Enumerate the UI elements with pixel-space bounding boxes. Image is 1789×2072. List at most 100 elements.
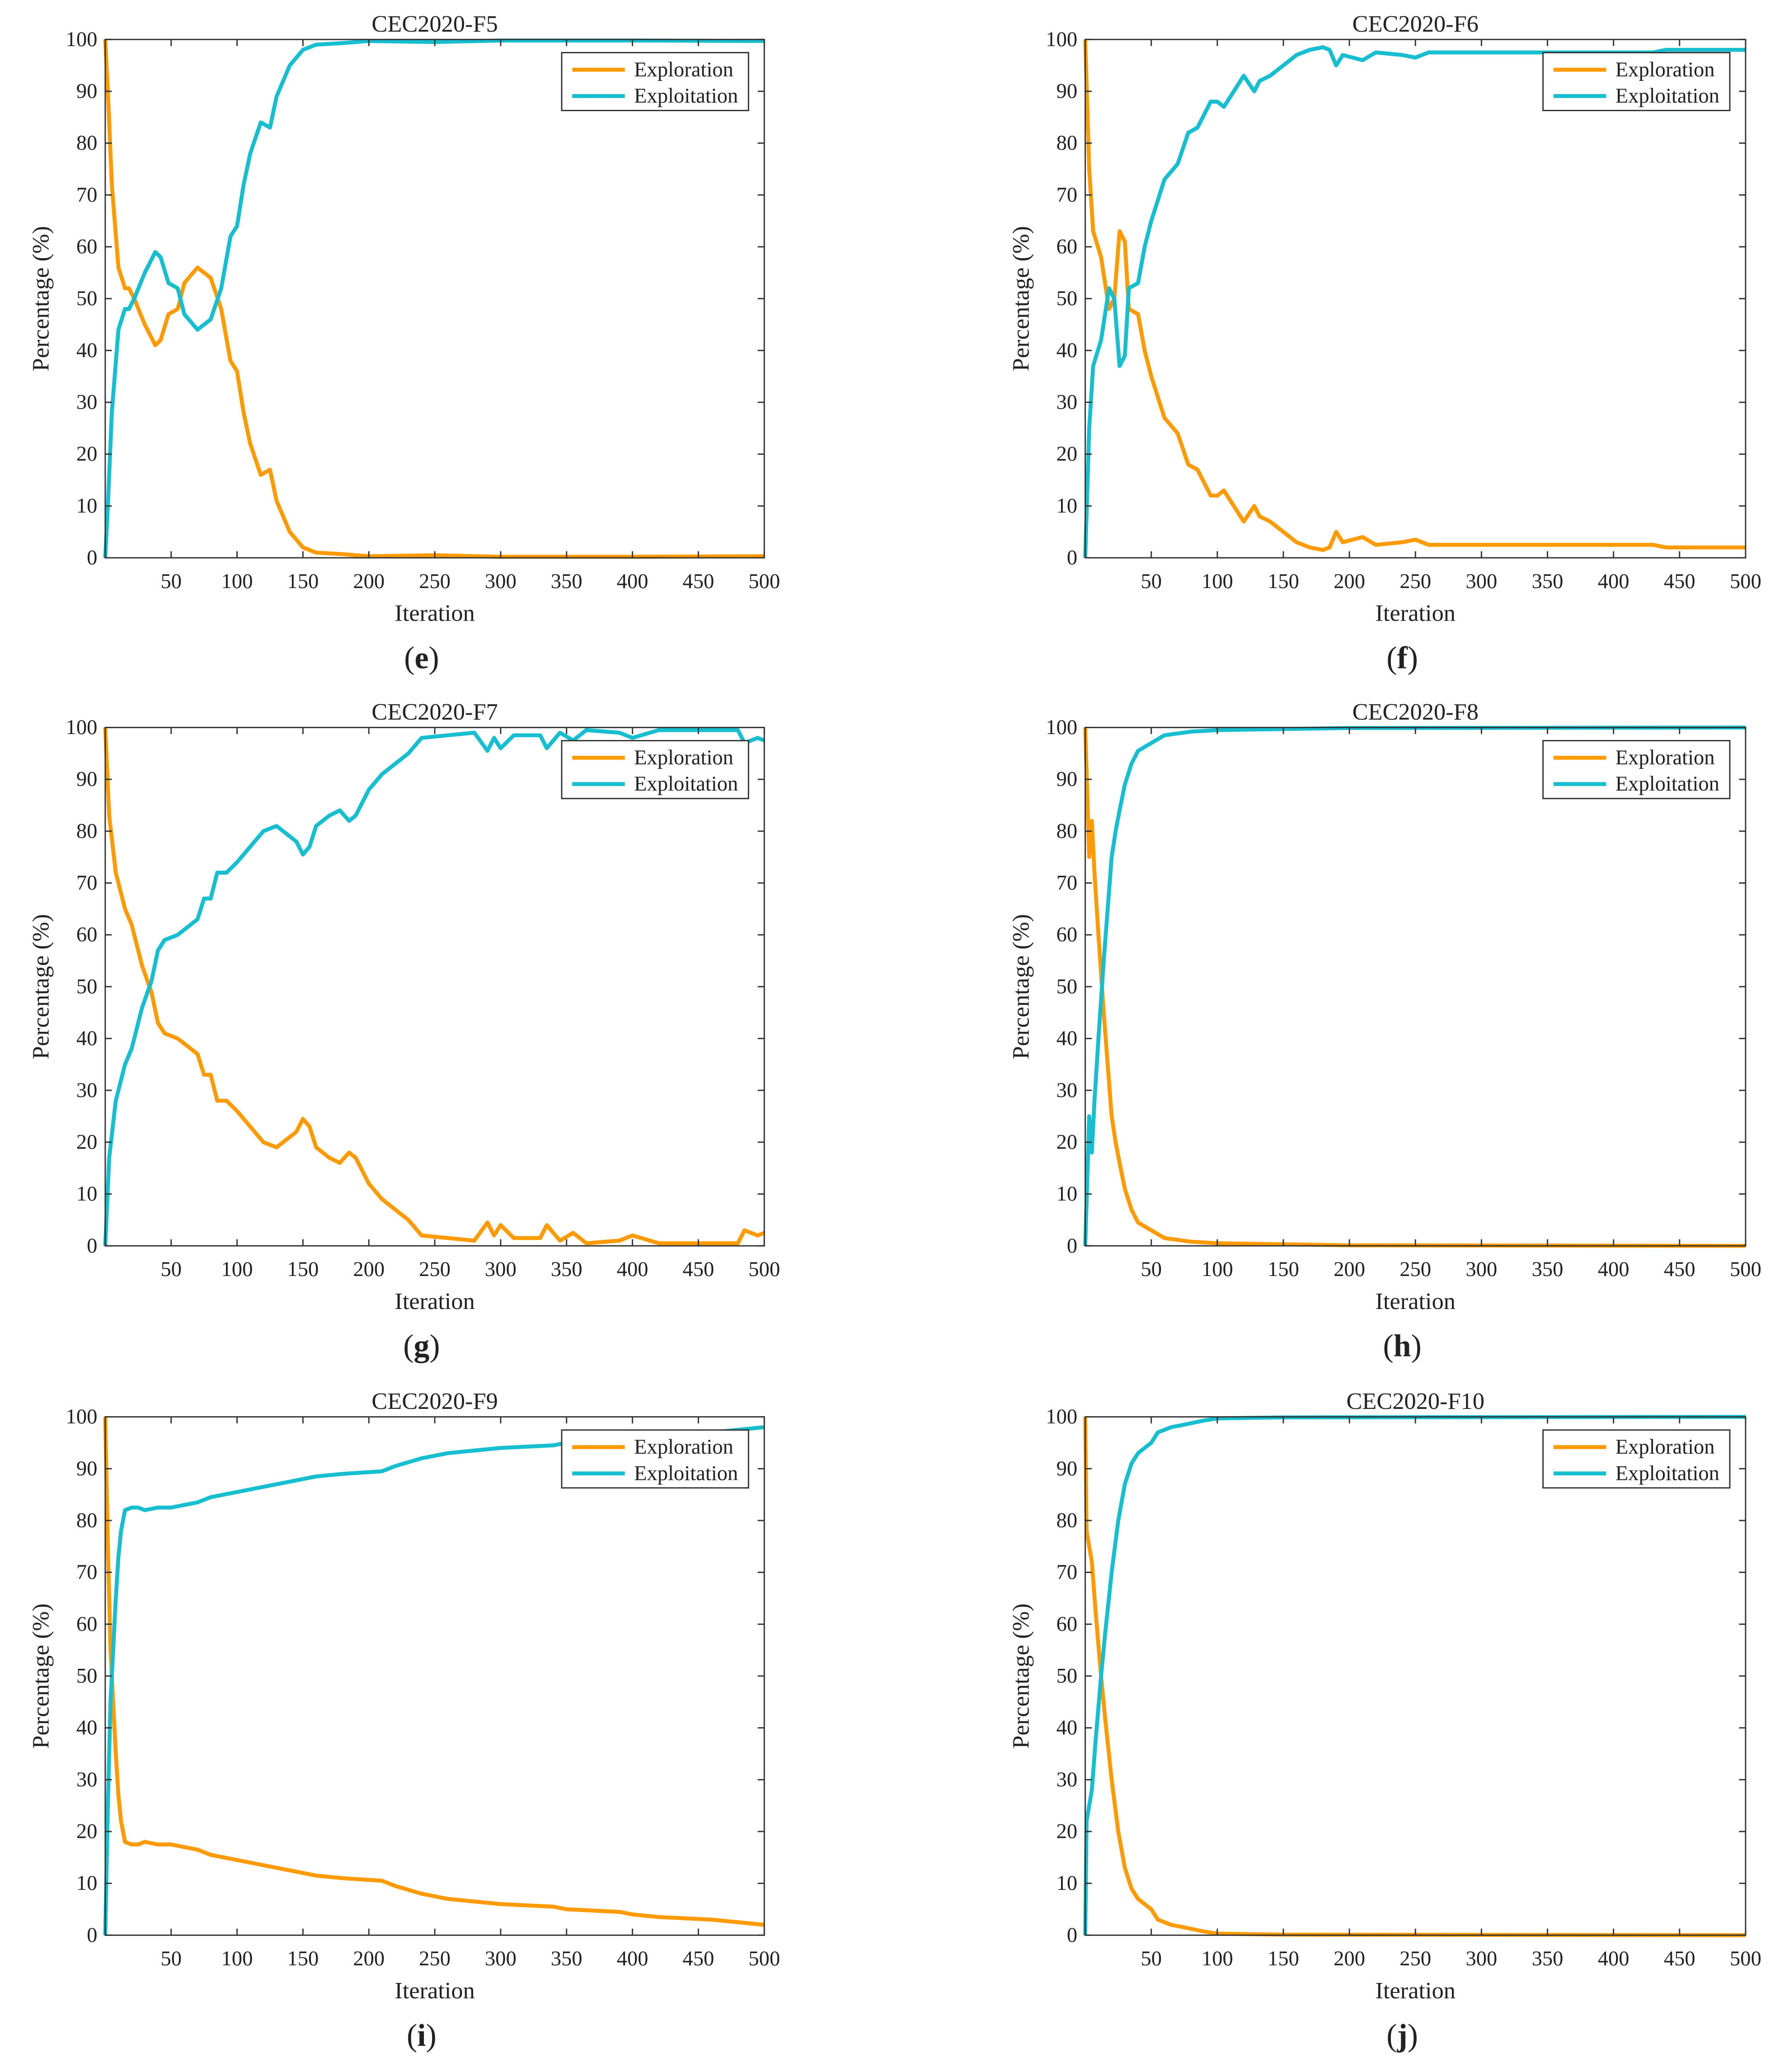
plot-area-frame xyxy=(104,1416,765,1936)
y-tick-label: 90 xyxy=(1056,80,1078,103)
x-tick-label: 50 xyxy=(1141,1947,1162,1970)
y-tick-label: 30 xyxy=(1056,391,1078,414)
panel-paren: ) xyxy=(1408,2018,1418,2053)
x-tick-label: 450 xyxy=(1664,1947,1695,1970)
series-line-exploitation xyxy=(1083,45,1746,558)
y-tick-label: 20 xyxy=(76,1820,98,1843)
legend-label: Exploration xyxy=(634,1436,733,1459)
x-tick-label: 350 xyxy=(551,1258,582,1281)
x-tick-label: 350 xyxy=(1532,1258,1564,1281)
y-tick-label: 70 xyxy=(76,184,98,207)
x-tick-label: 200 xyxy=(353,570,385,593)
panel-paren: ( xyxy=(404,641,414,676)
y-tick-label: 0 xyxy=(87,546,97,570)
chart-title: CEC2020-F7 xyxy=(371,699,498,725)
y-tick-label: 100 xyxy=(1046,28,1077,51)
x-axis-label: Iteration xyxy=(394,1288,474,1314)
series-line-exploitation xyxy=(103,38,765,558)
x-tick-label: 300 xyxy=(485,1258,517,1281)
x-tick-label: 50 xyxy=(160,1258,182,1281)
y-tick-label: 30 xyxy=(76,1768,98,1791)
x-tick-label: 100 xyxy=(221,1258,253,1281)
x-tick-label: 400 xyxy=(1598,1947,1629,1970)
chart-title: CEC2020-F8 xyxy=(1352,699,1479,725)
x-tick-label: 350 xyxy=(1532,570,1564,593)
y-tick-label: 50 xyxy=(76,975,98,998)
x-tick-label: 50 xyxy=(160,570,182,593)
y-tick-label: 50 xyxy=(1056,287,1078,310)
chart-j: 0 10 20 30 40 50 60 70 80 90 100 50 100 150 200 250 300 3… xyxy=(1008,1388,1761,2053)
panel-paren: ( xyxy=(403,1329,413,1364)
y-tick-label: 100 xyxy=(66,716,98,739)
x-axis-label: Iteration xyxy=(394,600,474,626)
plot-area-frame xyxy=(104,38,765,559)
x-axis-label: Iteration xyxy=(1376,1978,1456,2004)
panel-label: (e) xyxy=(404,641,439,676)
y-tick-label: 20 xyxy=(1056,1130,1078,1154)
x-tick-label: 300 xyxy=(485,1947,517,1970)
legend-box xyxy=(561,52,749,111)
y-tick-label: 90 xyxy=(1056,1457,1078,1480)
legend-label: Exploration xyxy=(634,746,733,769)
legend-box xyxy=(1542,52,1731,111)
y-tick-label: 50 xyxy=(76,287,98,310)
x-tick-label: 400 xyxy=(1598,570,1629,593)
y-axis-label: Percentage (%) xyxy=(1008,914,1034,1059)
y-tick-label: 30 xyxy=(76,391,98,414)
panel-label: (j) xyxy=(1386,2018,1418,2053)
legend-box xyxy=(1542,1429,1731,1489)
y-tick-label: 10 xyxy=(1056,1872,1078,1895)
y-tick-label: 100 xyxy=(1046,716,1077,739)
y-tick-label: 30 xyxy=(1056,1768,1078,1791)
x-tick-label: 450 xyxy=(683,1947,714,1970)
panel-paren: ( xyxy=(407,2018,417,2053)
series-line-exploration xyxy=(103,1417,765,1927)
y-axis-label: Percentage (%) xyxy=(1008,226,1034,371)
x-tick-label: 100 xyxy=(221,570,253,593)
y-tick-label: 10 xyxy=(76,494,98,518)
x-tick-label: 200 xyxy=(1334,570,1365,593)
chart-title: CEC2020-F5 xyxy=(371,11,498,37)
series-line-exploration xyxy=(1083,727,1746,1248)
y-tick-label: 60 xyxy=(1056,923,1078,947)
y-tick-label: 80 xyxy=(76,132,98,155)
y-tick-label: 20 xyxy=(76,443,98,466)
legend-label: Exploration xyxy=(1615,58,1715,81)
legend-label: Exploitation xyxy=(1615,85,1719,108)
x-tick-label: 500 xyxy=(1730,570,1761,593)
x-tick-label: 50 xyxy=(160,1947,182,1970)
x-tick-label: 500 xyxy=(1730,1258,1761,1281)
series-line-exploration xyxy=(1083,39,1746,552)
x-tick-label: 250 xyxy=(1399,1258,1431,1281)
chart-title: CEC2020-F9 xyxy=(371,1388,498,1414)
y-tick-label: 80 xyxy=(1056,1509,1078,1532)
x-tick-label: 100 xyxy=(1202,1947,1233,1970)
panel-label: (g) xyxy=(403,1329,440,1364)
panel-letter: f xyxy=(1397,641,1408,676)
legend-label: Exploitation xyxy=(1615,772,1719,796)
chart-g: 0 10 20 30 40 50 60 70 80 90 100 50 100 150 200 250 300 3… xyxy=(28,699,780,1364)
x-tick-label: 200 xyxy=(353,1258,385,1281)
panel-paren: ) xyxy=(429,1329,440,1364)
legend-label: Exploration xyxy=(634,58,733,81)
y-axis-label: Percentage (%) xyxy=(1008,1603,1034,1748)
x-axis-label: Iteration xyxy=(1376,1288,1456,1314)
y-tick-label: 60 xyxy=(76,923,98,947)
y-axis-label: Percentage (%) xyxy=(28,914,54,1059)
legend: Exploration Exploitation xyxy=(561,52,749,111)
legend-label: Exploitation xyxy=(1615,1462,1719,1485)
y-tick-label: 40 xyxy=(76,339,98,362)
panel-paren: ) xyxy=(428,641,439,676)
y-tick-label: 80 xyxy=(76,1509,98,1532)
y-tick-label: 40 xyxy=(1056,339,1078,362)
y-tick-label: 40 xyxy=(76,1027,98,1050)
y-tick-label: 10 xyxy=(1056,494,1078,518)
y-tick-label: 70 xyxy=(76,1561,98,1584)
x-tick-label: 100 xyxy=(1202,570,1233,593)
y-tick-label: 80 xyxy=(1056,132,1078,155)
plot-area-frame xyxy=(1085,1416,1747,1936)
series-line-exploration xyxy=(103,39,765,559)
legend-label: Exploration xyxy=(1615,1436,1715,1459)
x-tick-label: 250 xyxy=(419,570,451,593)
